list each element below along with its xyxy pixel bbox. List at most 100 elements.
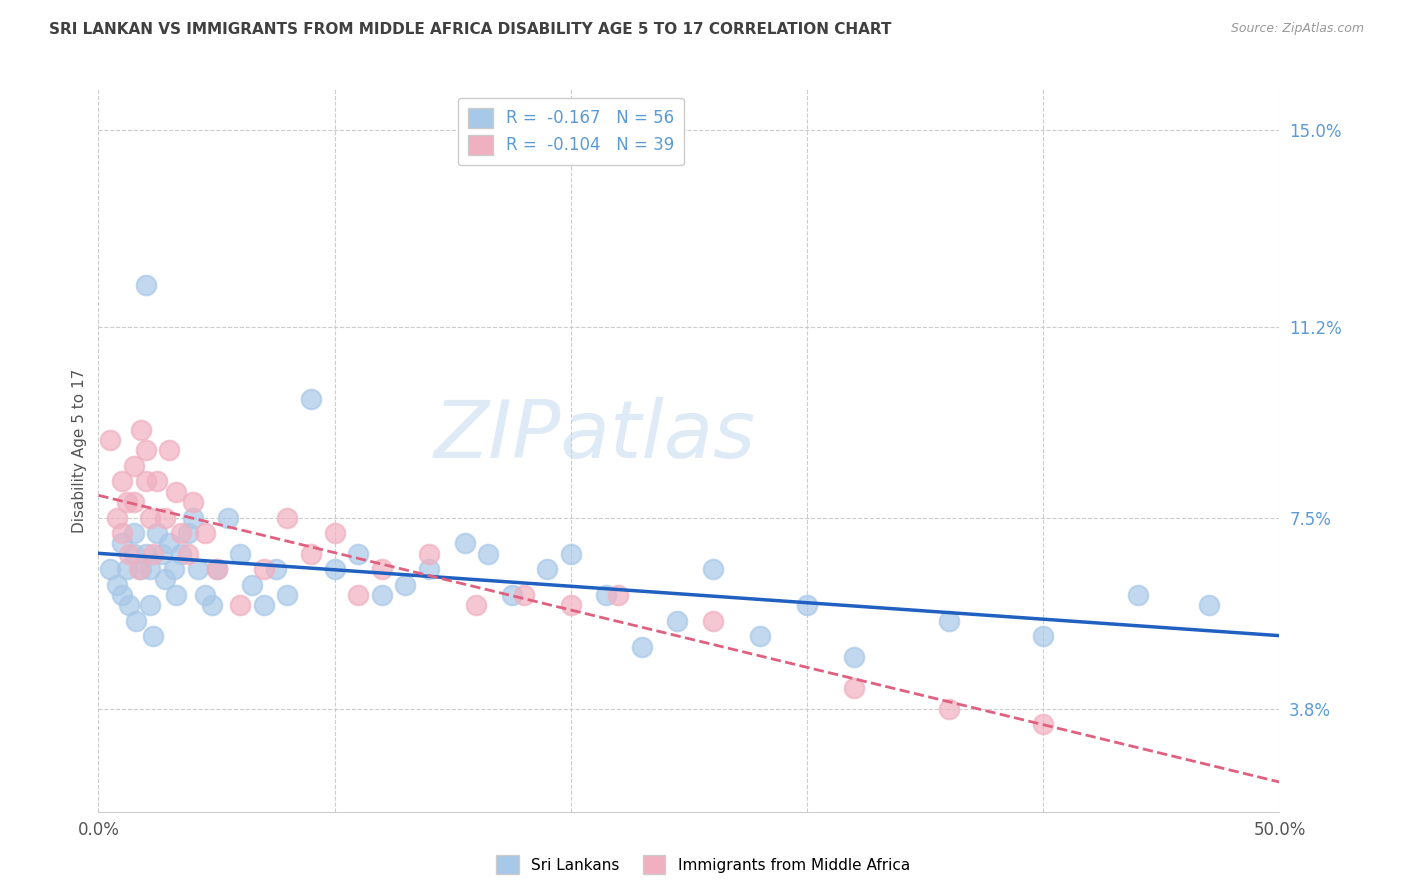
Legend: R =  -0.167   N = 56, R =  -0.104   N = 39: R = -0.167 N = 56, R = -0.104 N = 39 xyxy=(457,97,685,165)
Point xyxy=(630,640,652,654)
Text: Source: ZipAtlas.com: Source: ZipAtlas.com xyxy=(1230,22,1364,36)
Point xyxy=(181,495,204,509)
Point xyxy=(177,547,200,561)
Point xyxy=(165,588,187,602)
Point xyxy=(105,510,128,524)
Point xyxy=(453,536,475,550)
Point xyxy=(111,536,134,550)
Point xyxy=(135,475,157,489)
Point xyxy=(125,614,148,628)
Point xyxy=(129,423,152,437)
Point xyxy=(187,562,209,576)
Point xyxy=(135,443,157,458)
Point xyxy=(1198,599,1220,613)
Point xyxy=(201,599,224,613)
Point xyxy=(111,526,134,541)
Point xyxy=(194,588,217,602)
Point xyxy=(146,526,169,541)
Point xyxy=(122,547,145,561)
Point xyxy=(118,599,141,613)
Point xyxy=(111,588,134,602)
Point xyxy=(165,484,187,499)
Text: ZIPatlas: ZIPatlas xyxy=(433,397,755,475)
Y-axis label: Disability Age 5 to 17: Disability Age 5 to 17 xyxy=(72,368,87,533)
Point xyxy=(139,599,162,613)
Point xyxy=(118,547,141,561)
Point xyxy=(111,475,134,489)
Point xyxy=(153,573,176,587)
Legend: Sri Lankans, Immigrants from Middle Africa: Sri Lankans, Immigrants from Middle Afri… xyxy=(489,849,917,880)
Point xyxy=(371,588,394,602)
Point xyxy=(181,510,204,524)
Point xyxy=(371,562,394,576)
Text: SRI LANKAN VS IMMIGRANTS FROM MIDDLE AFRICA DISABILITY AGE 5 TO 17 CORRELATION C: SRI LANKAN VS IMMIGRANTS FROM MIDDLE AFR… xyxy=(49,22,891,37)
Point xyxy=(264,562,287,576)
Point xyxy=(938,701,960,715)
Point xyxy=(128,562,150,576)
Point xyxy=(98,433,121,447)
Point xyxy=(938,614,960,628)
Point xyxy=(560,547,582,561)
Point xyxy=(276,510,298,524)
Point xyxy=(146,475,169,489)
Point xyxy=(129,562,152,576)
Point xyxy=(177,526,200,541)
Point xyxy=(157,536,180,550)
Point xyxy=(347,588,370,602)
Point xyxy=(253,599,276,613)
Point xyxy=(122,526,145,541)
Point xyxy=(170,547,193,561)
Point xyxy=(323,526,346,541)
Point xyxy=(163,562,186,576)
Point xyxy=(299,547,322,561)
Point xyxy=(512,588,534,602)
Point xyxy=(702,614,724,628)
Point xyxy=(501,588,523,602)
Point xyxy=(844,649,866,664)
Point xyxy=(115,562,138,576)
Point xyxy=(276,588,298,602)
Point xyxy=(122,458,145,473)
Point xyxy=(748,629,770,643)
Point xyxy=(139,562,162,576)
Point xyxy=(666,614,689,628)
Point xyxy=(465,599,488,613)
Point xyxy=(394,577,416,591)
Point xyxy=(98,562,121,576)
Point xyxy=(157,443,180,458)
Point xyxy=(299,392,322,406)
Point xyxy=(142,547,165,561)
Point xyxy=(536,562,558,576)
Point xyxy=(347,547,370,561)
Point xyxy=(702,562,724,576)
Point xyxy=(135,278,157,293)
Point xyxy=(418,562,440,576)
Point xyxy=(229,547,252,561)
Point xyxy=(205,562,228,576)
Point xyxy=(170,526,193,541)
Point xyxy=(240,577,263,591)
Point xyxy=(1126,588,1149,602)
Point xyxy=(418,547,440,561)
Point xyxy=(560,599,582,613)
Point xyxy=(142,629,165,643)
Point xyxy=(253,562,276,576)
Point xyxy=(1032,629,1054,643)
Point xyxy=(217,510,239,524)
Point xyxy=(1032,717,1054,731)
Point xyxy=(153,510,176,524)
Point xyxy=(607,588,630,602)
Point xyxy=(595,588,617,602)
Point xyxy=(205,562,228,576)
Point xyxy=(194,526,217,541)
Point xyxy=(796,599,818,613)
Point xyxy=(323,562,346,576)
Point xyxy=(229,599,252,613)
Point xyxy=(122,495,145,509)
Point xyxy=(139,510,162,524)
Point xyxy=(135,547,157,561)
Point xyxy=(150,547,173,561)
Point xyxy=(115,495,138,509)
Point xyxy=(477,547,499,561)
Point xyxy=(844,681,866,695)
